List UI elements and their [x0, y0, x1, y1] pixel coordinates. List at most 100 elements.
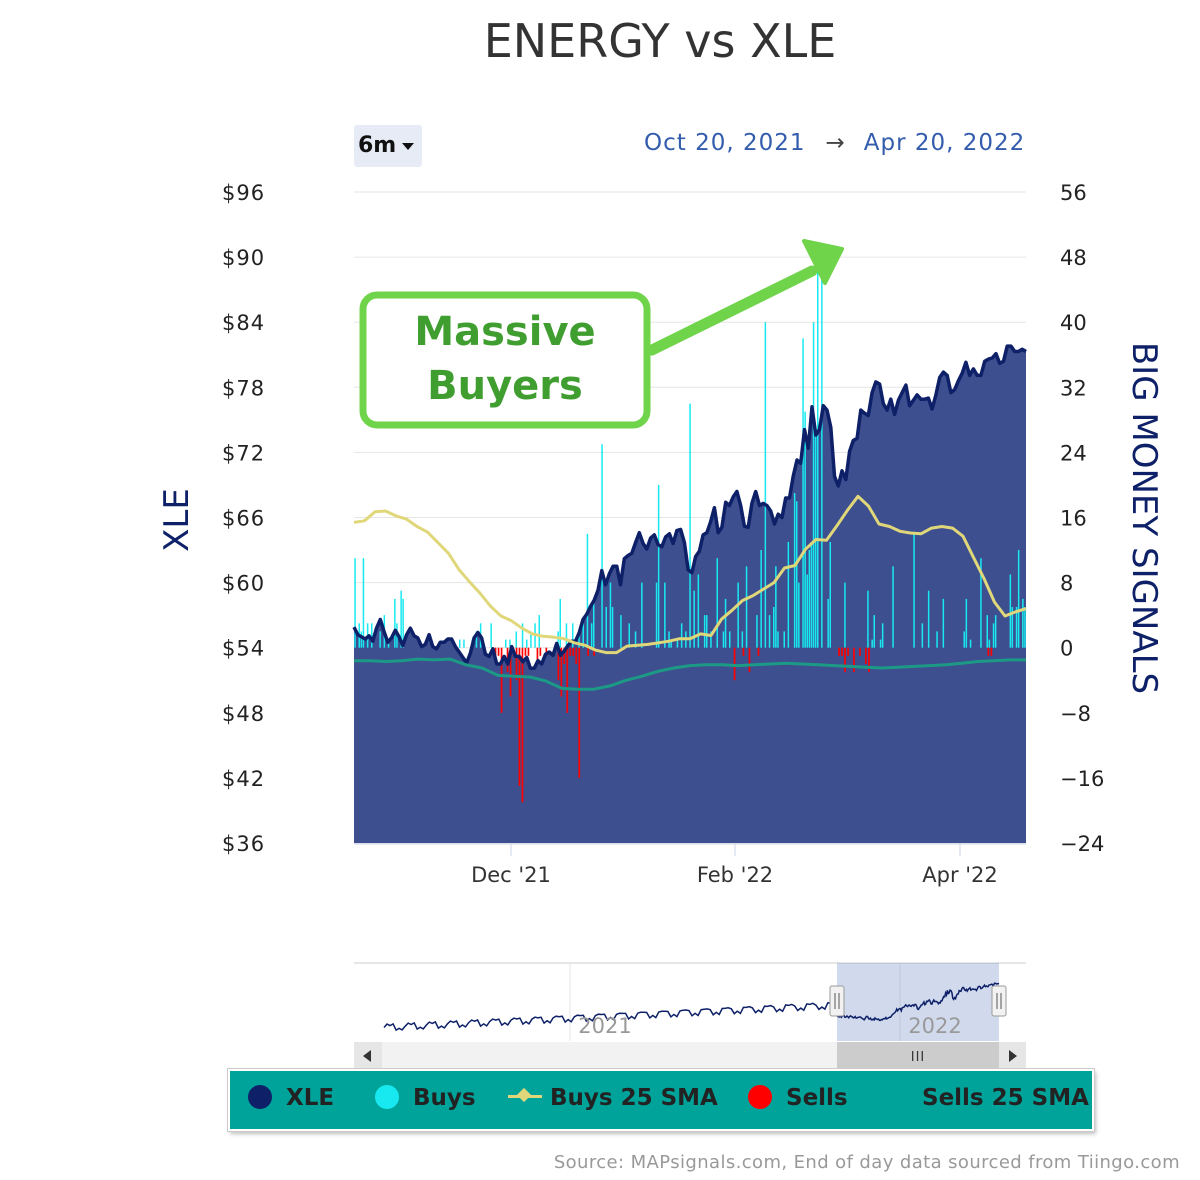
buys-bar [609, 582, 612, 648]
legend-label: Buys 25 SMA [550, 1085, 718, 1111]
massive-buyers-annotation: Massive Buyers [359, 239, 844, 429]
sells-bar [557, 647, 560, 681]
buys-bar [722, 631, 725, 648]
buys-bar [400, 590, 402, 648]
buys-bar [798, 582, 800, 648]
buys-bar [760, 550, 762, 648]
buys-bar [775, 566, 777, 648]
legend-item-buys[interactable]: Buys [375, 1085, 476, 1111]
buys-bar [697, 574, 700, 648]
y-left-tick-label: $42 [222, 767, 265, 791]
y-right-tick-label: 16 [1060, 507, 1087, 531]
buys-bar [871, 639, 873, 648]
buys-bar [676, 639, 679, 648]
buys-bar [628, 623, 630, 648]
y-left-tick-label: $90 [222, 246, 265, 270]
buys-bar [829, 541, 831, 648]
buys-bar [710, 631, 712, 648]
scrollbar-thumb[interactable] [837, 1042, 999, 1070]
buys-bar [806, 574, 808, 648]
buys-dot-icon [375, 1085, 399, 1109]
buys-bar [963, 631, 965, 648]
arrow-right-icon: → [825, 130, 846, 156]
buys-bar [578, 631, 580, 648]
buys-bar [362, 558, 365, 648]
buys-bar [490, 623, 492, 648]
buys-bar [586, 533, 589, 648]
buys-bar [475, 631, 478, 648]
sells-bar [838, 647, 840, 656]
buys-bar [593, 598, 595, 648]
legend-item-sells[interactable]: Sells [748, 1085, 848, 1111]
buys-bar [773, 607, 775, 648]
buys-bar [942, 598, 945, 648]
range-selector-button[interactable]: 6m [354, 125, 422, 167]
buys-bar [1009, 574, 1012, 648]
buys-bar [745, 566, 748, 648]
legend-label: Sells [786, 1085, 848, 1111]
buys-bar [881, 623, 884, 648]
buys-bar [655, 582, 658, 648]
sells-dot-icon [748, 1085, 772, 1109]
buys-bar [988, 639, 991, 648]
buys-bar [611, 607, 614, 648]
buys-bar [969, 639, 972, 648]
buys-bar [538, 615, 540, 648]
buys-bar [1022, 598, 1024, 648]
y-left-tick-label: $84 [222, 311, 265, 335]
chevron-down-icon [402, 142, 415, 150]
navigator-bg [354, 963, 1026, 1041]
buys-bar [394, 598, 396, 648]
sells-bar [593, 647, 595, 656]
buys-bar [756, 615, 758, 648]
source-credit: Source: MAPsignals.com, End of day data … [553, 1152, 1180, 1173]
legend-item-buys-sma[interactable]: Buys 25 SMA [508, 1085, 718, 1111]
buys-bar [810, 541, 813, 648]
navigator[interactable]: 2021 2022 III [354, 962, 1026, 1070]
legend-item-xle[interactable]: XLE [248, 1085, 334, 1111]
buys-bar [505, 639, 507, 648]
buys-bar [802, 338, 804, 648]
annotation-line-2: Buyers [427, 363, 583, 409]
scroll-left-arrow-icon [363, 1050, 371, 1062]
sells-bar [578, 647, 581, 778]
y-left-tick-label: $78 [222, 376, 265, 400]
x-tick-label: Dec '21 [471, 863, 551, 887]
buys-bar [1011, 607, 1014, 648]
date-range-to[interactable]: Apr 20, 2022 [863, 130, 1026, 156]
buys-bar [360, 631, 363, 648]
buys-bar [657, 484, 660, 648]
y-left-axis-title: XLE [157, 488, 197, 552]
buys-bar [729, 631, 731, 648]
sells-bar [539, 647, 542, 656]
legend-label: XLE [286, 1085, 335, 1111]
sells-bar [757, 647, 760, 656]
y-right-tick-label: 40 [1060, 311, 1087, 335]
buys-bar [668, 631, 670, 648]
buys-bar [634, 631, 637, 648]
sells-bar [990, 647, 993, 656]
buys-sma-line [353, 494, 1027, 655]
range-selector-label: 6m [358, 133, 397, 158]
buys-bar [463, 639, 465, 648]
plot-area [352, 257, 1027, 843]
sells-bar [515, 647, 518, 681]
buys-bar [994, 615, 997, 648]
annotation-box [359, 291, 651, 429]
legend-item-sells-sma[interactable]: Sells 25 SMA [922, 1085, 1089, 1111]
navigator-handle-left[interactable] [829, 985, 845, 1017]
sells-bar [536, 647, 539, 664]
buys-bar [879, 639, 882, 648]
buys-bar [559, 598, 561, 648]
buys-bar [783, 631, 785, 648]
date-range-from[interactable]: Oct 20, 2021 [644, 130, 806, 156]
buys-bar [670, 639, 672, 648]
buys-bar [1024, 607, 1026, 648]
sells-bar [868, 647, 870, 673]
line-diamond-icon [508, 1085, 542, 1109]
buys-bar [526, 639, 528, 648]
navigator-handle-right[interactable] [991, 985, 1007, 1017]
axes: $96 $90 $84 $78 $72 $66 $60 $54 $48 $42 $36 56 48 40 3… [157, 181, 1164, 887]
buys-bar [812, 322, 815, 648]
sells-bar [497, 647, 500, 656]
